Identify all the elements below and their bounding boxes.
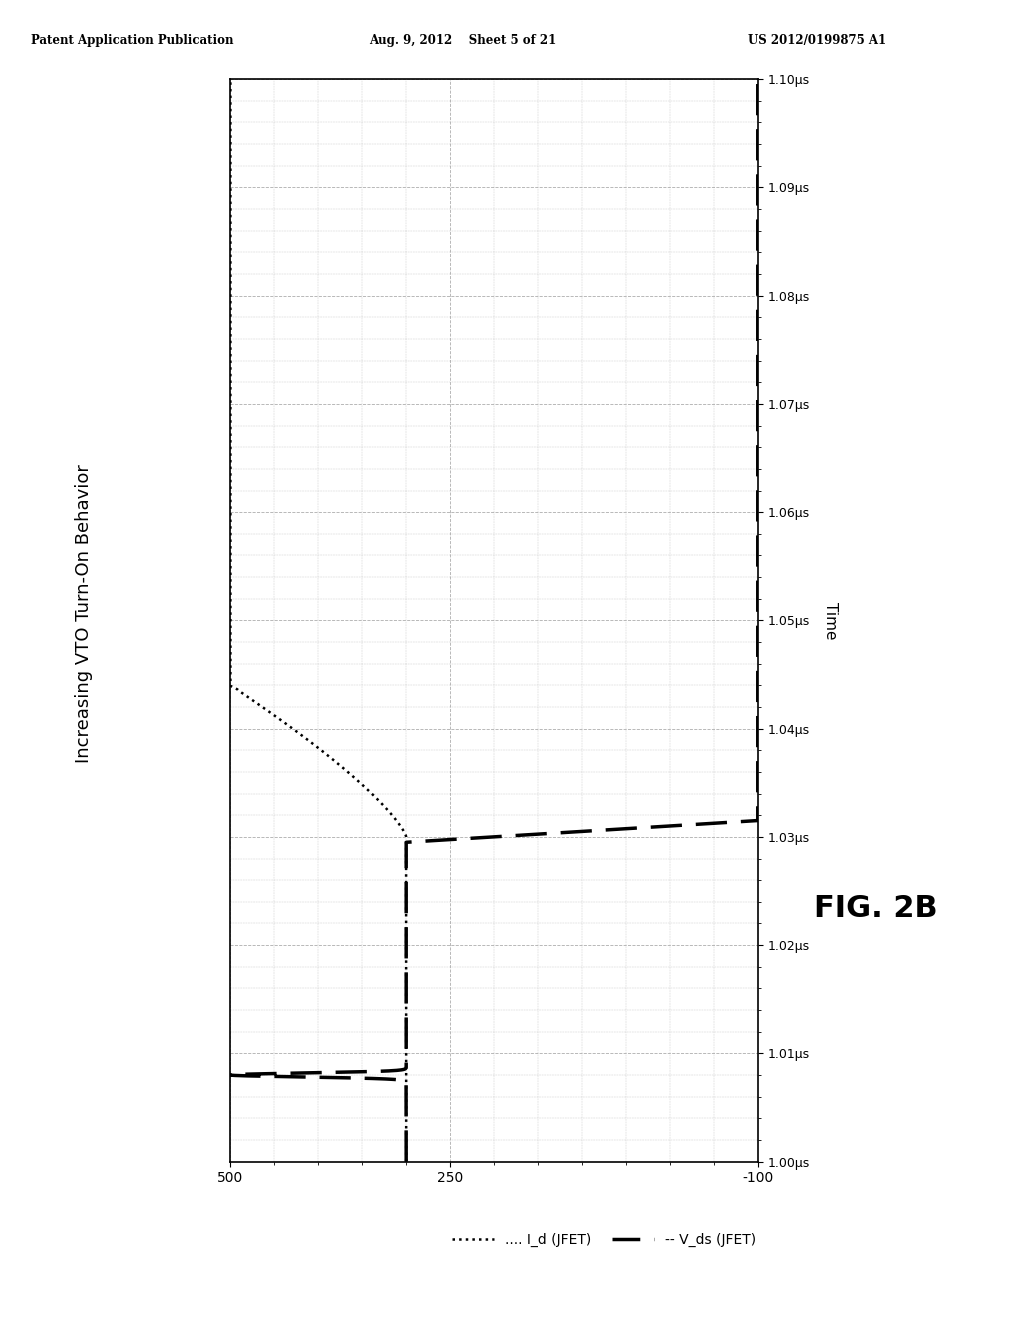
Legend: .... I_d (JFET), -- V_ds (JFET): .... I_d (JFET), -- V_ds (JFET) — [446, 1226, 762, 1253]
Text: FIG. 2B: FIG. 2B — [814, 895, 938, 924]
Text: Aug. 9, 2012    Sheet 5 of 21: Aug. 9, 2012 Sheet 5 of 21 — [369, 33, 556, 46]
Text: US 2012/0199875 A1: US 2012/0199875 A1 — [748, 33, 886, 46]
Y-axis label: Time: Time — [822, 602, 838, 639]
Text: Increasing VTO Turn-On Behavior: Increasing VTO Turn-On Behavior — [75, 465, 93, 763]
Text: Patent Application Publication: Patent Application Publication — [31, 33, 233, 46]
